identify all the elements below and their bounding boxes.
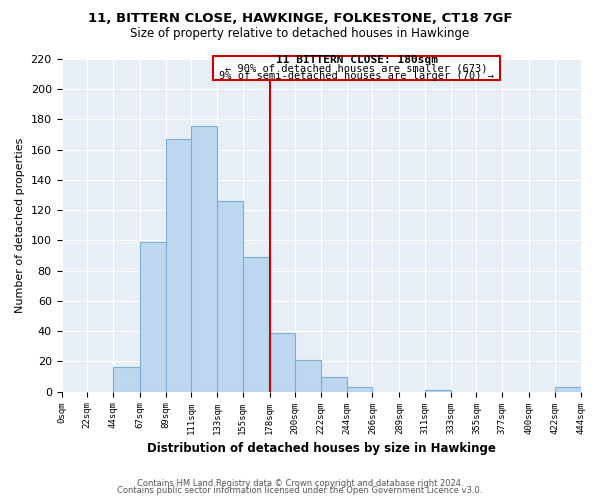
- Text: ← 90% of detached houses are smaller (673): ← 90% of detached houses are smaller (67…: [226, 63, 488, 73]
- Bar: [243, 257, 269, 392]
- Bar: [191, 126, 217, 392]
- Text: 11, BITTERN CLOSE, HAWKINGE, FOLKESTONE, CT18 7GF: 11, BITTERN CLOSE, HAWKINGE, FOLKESTONE,…: [88, 12, 512, 26]
- Bar: [217, 201, 243, 392]
- FancyBboxPatch shape: [214, 56, 500, 80]
- Text: 9% of semi-detached houses are larger (70) →: 9% of semi-detached houses are larger (7…: [219, 71, 494, 81]
- Y-axis label: Number of detached properties: Number of detached properties: [15, 138, 25, 313]
- Bar: [269, 332, 295, 392]
- Bar: [166, 139, 191, 392]
- Bar: [295, 360, 321, 392]
- Text: Contains public sector information licensed under the Open Government Licence v3: Contains public sector information licen…: [118, 486, 482, 495]
- X-axis label: Distribution of detached houses by size in Hawkinge: Distribution of detached houses by size …: [146, 442, 496, 455]
- Bar: [113, 368, 140, 392]
- Bar: [425, 390, 451, 392]
- Text: 11 BITTERN CLOSE: 180sqm: 11 BITTERN CLOSE: 180sqm: [275, 55, 437, 65]
- Bar: [347, 387, 373, 392]
- Bar: [140, 242, 166, 392]
- Text: Contains HM Land Registry data © Crown copyright and database right 2024.: Contains HM Land Registry data © Crown c…: [137, 478, 463, 488]
- Bar: [555, 387, 581, 392]
- Bar: [321, 376, 347, 392]
- Text: Size of property relative to detached houses in Hawkinge: Size of property relative to detached ho…: [130, 28, 470, 40]
